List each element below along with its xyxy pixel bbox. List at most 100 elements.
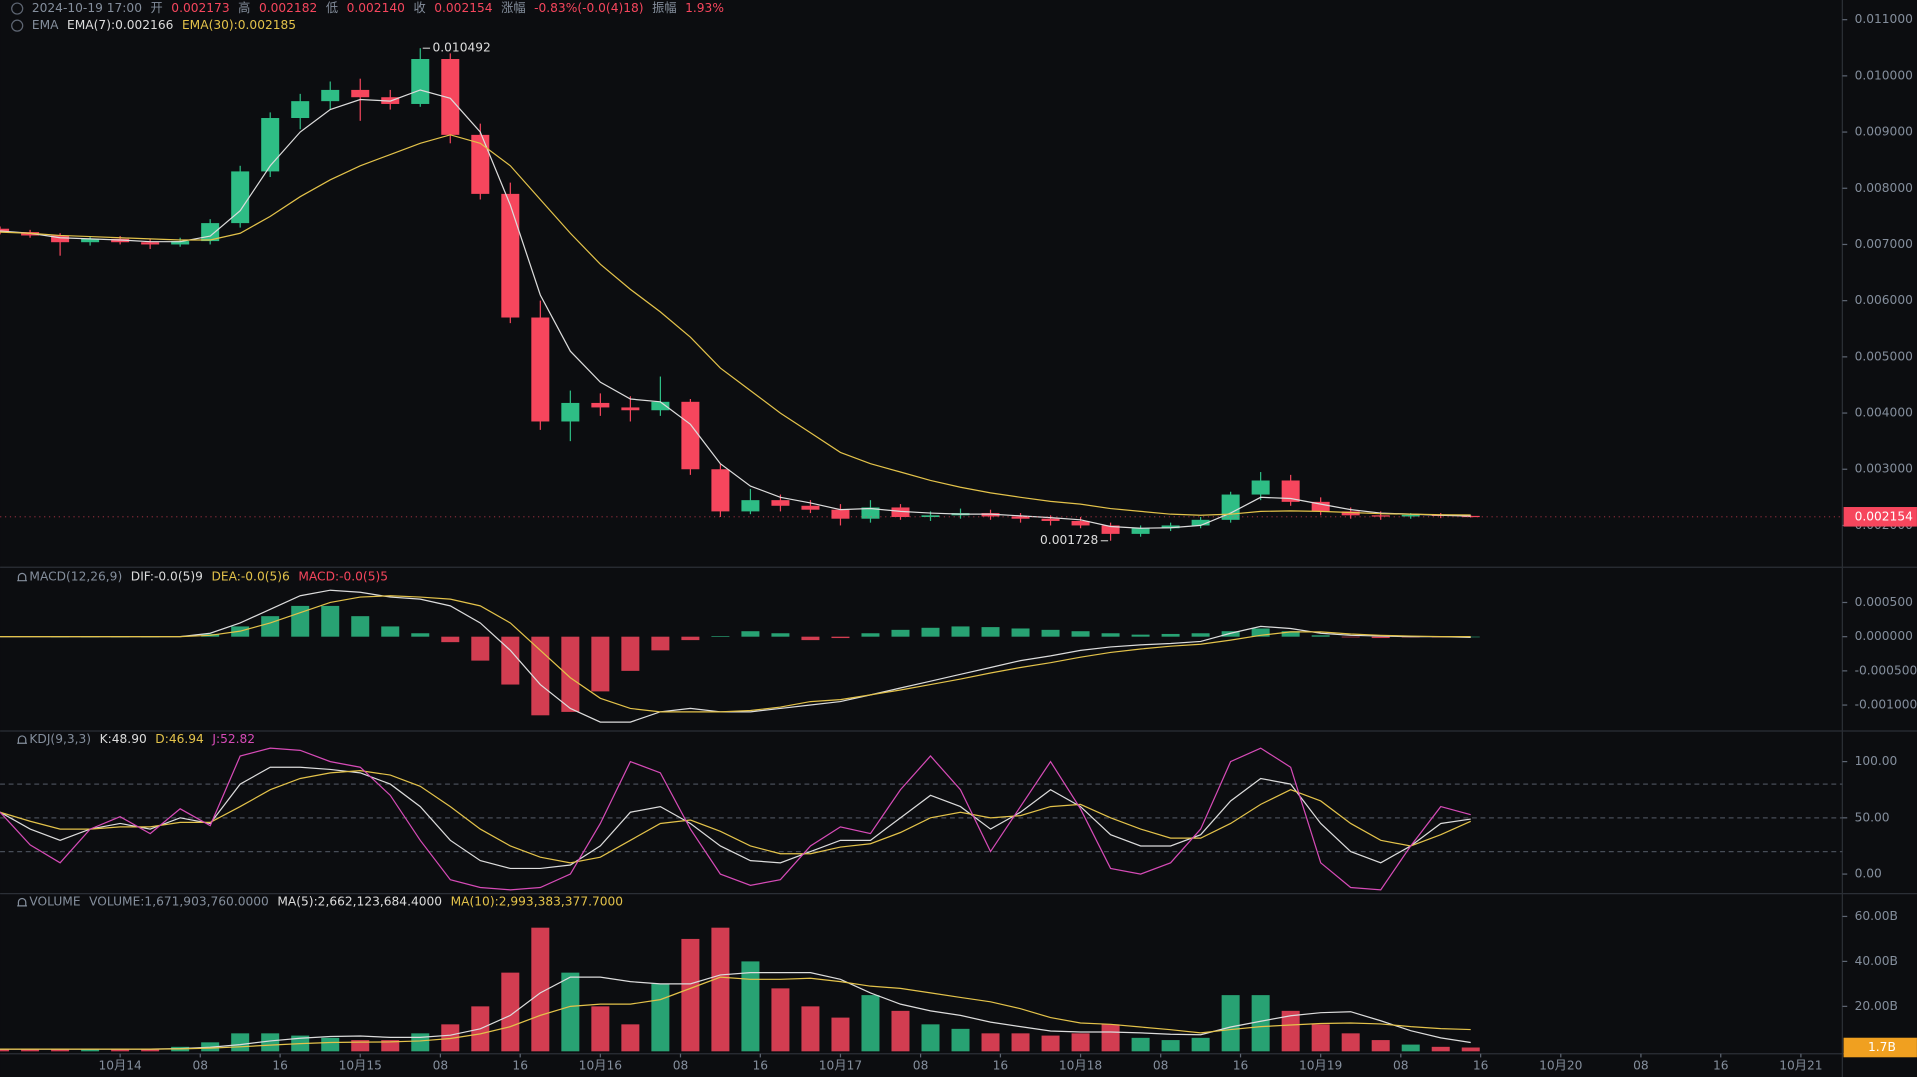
ohlc-info: 0.002140 (347, 1, 405, 15)
candle-body (1011, 516, 1030, 519)
candle-body (231, 171, 250, 224)
volume-bar (51, 1049, 70, 1052)
candle-body (591, 402, 610, 408)
collapse-icon[interactable] (11, 2, 24, 15)
volume-bar (141, 1049, 160, 1052)
volume-bar (951, 1028, 970, 1052)
x-tick-label: 10月16 (579, 1058, 622, 1072)
volume-bar (351, 1040, 370, 1052)
candle-body (411, 59, 430, 104)
ohlc-info: 振幅 (652, 0, 676, 15)
volume-bar (1311, 1024, 1330, 1052)
volume-ma-line (0, 976, 1471, 1050)
legend-entry: MA(5):2,662,123,684.4000 (277, 895, 442, 909)
macd-bar (1311, 635, 1330, 637)
candle-body (441, 59, 460, 135)
candle-body (1041, 518, 1060, 521)
indicator-title: EMA (32, 18, 59, 32)
macd-bar (591, 636, 610, 692)
macd-bar (321, 605, 340, 637)
macd-bar (1011, 628, 1030, 637)
x-tick-label: 10月21 (1779, 1058, 1822, 1072)
macd-bar (1191, 633, 1210, 637)
x-tick-label: 08 (1153, 1058, 1169, 1072)
volume-bar (1341, 1033, 1360, 1052)
candle-body (711, 469, 730, 512)
volume-bar (981, 1033, 1000, 1052)
ohlc-info: 0.002173 (171, 1, 229, 15)
ohlc-info: 低 (326, 1, 338, 15)
macd-bar (531, 636, 550, 716)
volume-bar (771, 988, 790, 1052)
x-tick-label: 16 (1233, 1058, 1249, 1072)
candle-body (501, 193, 520, 318)
macd-bar (1041, 629, 1060, 637)
x-tick-label: 08 (673, 1058, 689, 1072)
volume-bar (1011, 1033, 1030, 1052)
ema-line (0, 134, 1471, 516)
ohlc-info: 0.002154 (434, 1, 493, 15)
macd-bar (801, 636, 820, 641)
volume-bar (591, 1006, 610, 1052)
ohlc-info: 0.002182 (259, 1, 317, 15)
candle-body (921, 515, 940, 518)
candle-body (321, 89, 340, 102)
candle-body (1101, 525, 1120, 534)
candle-body (861, 507, 880, 519)
y-tick-label: 40.00B (1855, 954, 1898, 968)
volume-bar (1101, 1024, 1120, 1052)
kdj-line (0, 766, 1471, 870)
candle-body (1251, 480, 1270, 495)
candle-body (801, 505, 820, 510)
ohlc-info: -0.83%(-0.0(4)18) (534, 1, 643, 15)
candle-body (771, 500, 790, 506)
macd-bar (771, 633, 790, 637)
candle-body (471, 134, 490, 194)
candle-body (0, 228, 10, 233)
volume-bar (1191, 1037, 1210, 1052)
candle-body (261, 118, 280, 172)
macd-bar (1221, 631, 1240, 637)
y-tick-label: 0.006000 (1855, 293, 1913, 307)
legend-entry: MA(10):2,993,383,377.7000 (451, 895, 623, 909)
volume-bar (1071, 1033, 1090, 1052)
legend-entry: J:52.82 (211, 732, 255, 746)
volume-bar (1461, 1047, 1480, 1052)
macd-bar (831, 636, 850, 639)
volume-ma-line (0, 971, 1471, 1050)
macd-bar (381, 626, 400, 637)
candle-body (561, 402, 580, 422)
candle-body (1371, 515, 1390, 517)
y-tick-label: 0.008000 (1855, 181, 1913, 195)
y-tick-label: 100.00 (1855, 754, 1898, 768)
volume-bar (1401, 1044, 1420, 1052)
macd-bar (441, 636, 460, 643)
x-tick-label: 10月15 (339, 1058, 382, 1072)
x-tick-label: 08 (1393, 1058, 1409, 1072)
y-tick-label: 0.003000 (1855, 462, 1913, 476)
macd-bar (1161, 633, 1180, 637)
x-tick-label: 16 (1713, 1058, 1729, 1072)
volume-bar (1251, 995, 1270, 1052)
last-volume-label: 1.7B (1868, 1040, 1896, 1054)
y-tick-label: 0.005000 (1855, 349, 1913, 363)
y-tick-label: 0.011000 (1855, 12, 1913, 26)
y-tick-label: -0.000500 (1855, 663, 1917, 677)
y-tick-label: 0.004000 (1855, 406, 1913, 420)
macd-bar (1281, 631, 1300, 637)
macd-bar (501, 636, 520, 685)
macd-bar (981, 627, 1000, 637)
volume-bar (801, 1006, 820, 1052)
volume-bar (921, 1024, 940, 1052)
macd-bar (711, 635, 730, 637)
x-tick-label: 16 (272, 1058, 288, 1072)
candle-body (1191, 519, 1210, 526)
macd-bar (1341, 636, 1360, 638)
candle-body (651, 401, 670, 411)
x-tick-label: 16 (512, 1058, 528, 1072)
candle-body (621, 407, 640, 411)
macd-bar (1071, 631, 1090, 637)
collapse-icon[interactable] (11, 19, 24, 32)
candle-body (171, 241, 190, 245)
volume-bar (651, 983, 670, 1052)
